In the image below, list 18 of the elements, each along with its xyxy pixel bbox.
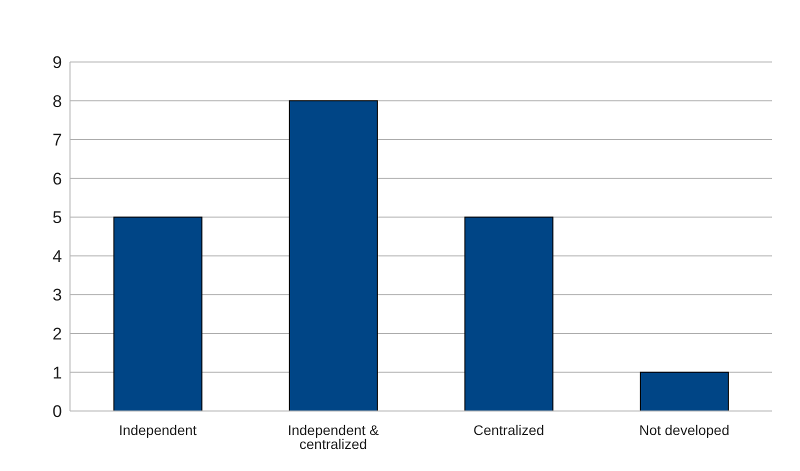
y-tick-label: 5 — [52, 208, 62, 228]
y-tick-label: 9 — [52, 53, 62, 72]
x-tick-label: Centralized — [473, 422, 544, 438]
y-tick-label: 4 — [52, 246, 62, 266]
bar — [288, 100, 378, 411]
bar — [640, 372, 729, 411]
x-tick-label: Not developed — [639, 422, 730, 438]
bar — [113, 216, 202, 411]
y-tick-label: 1 — [52, 363, 62, 382]
y-tick-label: 7 — [52, 130, 62, 150]
y-tick-label: 8 — [52, 92, 62, 111]
y-tick-label: 0 — [52, 402, 62, 422]
y-tick-label: 3 — [52, 286, 62, 305]
x-tick-label: Independent — [118, 422, 197, 438]
y-tick-label: 2 — [52, 324, 62, 344]
y-tick-label: 6 — [52, 169, 62, 188]
bar — [464, 216, 554, 411]
x-tick-label: Independent & centralized — [288, 422, 380, 452]
